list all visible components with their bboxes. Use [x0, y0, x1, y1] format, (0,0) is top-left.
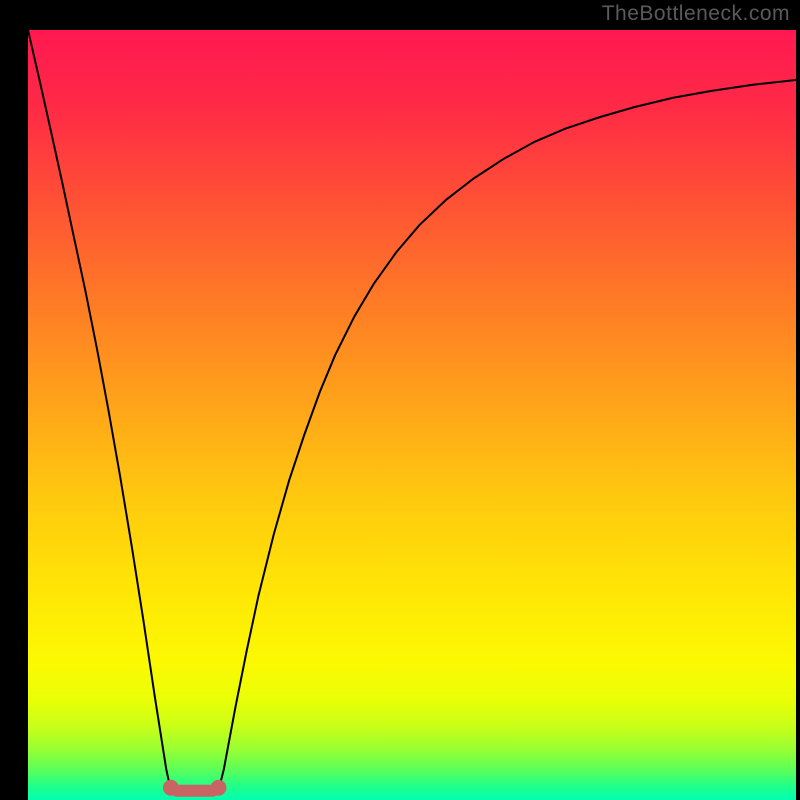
gradient-background [28, 30, 796, 800]
bottleneck-chart [28, 30, 796, 800]
chart-container: TheBottleneck.com [0, 0, 800, 800]
watermark-text: TheBottleneck.com [602, 2, 790, 26]
